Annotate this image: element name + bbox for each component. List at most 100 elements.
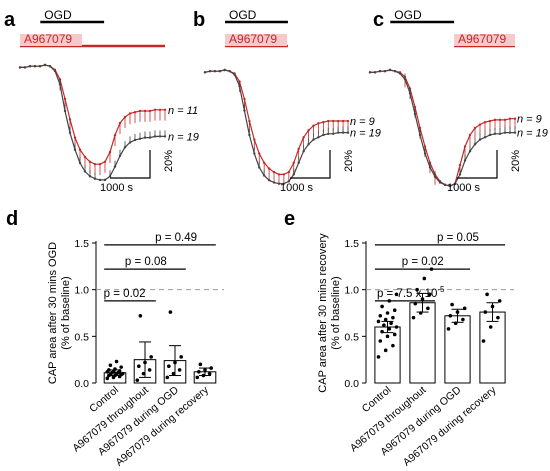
y-axis-label-unit: (% of baseline) bbox=[60, 276, 72, 349]
data-point bbox=[173, 360, 177, 365]
series-point bbox=[413, 112, 417, 116]
data-point bbox=[117, 369, 122, 373]
series-point bbox=[317, 122, 320, 125]
series-point bbox=[332, 119, 335, 123]
series-point bbox=[463, 145, 467, 148]
series-point bbox=[213, 69, 217, 73]
data-point bbox=[179, 355, 183, 359]
series-point bbox=[113, 165, 117, 168]
data-point bbox=[450, 302, 454, 307]
series-point bbox=[403, 78, 407, 81]
series-point bbox=[277, 173, 281, 176]
series-point bbox=[163, 135, 167, 138]
y-tick-label: 0.0 bbox=[344, 378, 359, 390]
drug-label-bg bbox=[20, 34, 82, 46]
bar-panel-d: 0.0 0.5 1.0 1.5 CAP area after 30 mins OGD (%… bbox=[47, 232, 224, 469]
data-point bbox=[427, 292, 432, 297]
condition-label: OGD bbox=[44, 8, 72, 22]
series-point bbox=[93, 177, 97, 180]
trace-panel-a: OGD A967079 n = 11 n = 19 1000 s 20% bbox=[18, 8, 199, 194]
data-point bbox=[392, 308, 397, 313]
series-point bbox=[28, 65, 32, 68]
series-point bbox=[378, 69, 382, 73]
series-point bbox=[262, 161, 266, 164]
data-point bbox=[394, 325, 399, 329]
data-point bbox=[209, 366, 213, 370]
series-point bbox=[123, 115, 127, 119]
condition-label: OGD bbox=[229, 8, 257, 22]
data-point bbox=[108, 363, 113, 368]
series-point bbox=[98, 178, 102, 182]
series-point bbox=[307, 143, 310, 146]
trace-panel-c: OGD A967079 n = 9 n = 19 1000 s 20% bbox=[368, 8, 548, 194]
series-point bbox=[418, 133, 422, 137]
series-point bbox=[18, 66, 22, 69]
data-point bbox=[198, 362, 203, 367]
y-tick-label: 0.5 bbox=[74, 331, 89, 343]
series-point bbox=[88, 175, 92, 178]
series-point bbox=[233, 73, 236, 76]
data-point bbox=[411, 315, 416, 320]
series-point bbox=[488, 119, 492, 123]
scale-y-label: 20% bbox=[343, 150, 355, 172]
data-point bbox=[426, 306, 430, 311]
panel-label-d: d bbox=[6, 208, 18, 230]
series-point bbox=[138, 109, 142, 113]
series-point bbox=[493, 132, 497, 135]
series-point bbox=[413, 105, 417, 109]
data-point bbox=[496, 315, 500, 320]
bar-panel-e: 0.0 0.5 1.0 1.5 CAP area after 30 mins recov… bbox=[317, 232, 514, 469]
series-point bbox=[267, 179, 271, 182]
series-point bbox=[68, 131, 72, 134]
series-point bbox=[322, 121, 325, 124]
condition-label: A967079 bbox=[229, 32, 277, 46]
series-point bbox=[418, 126, 422, 130]
p-value-label: p = 0.49 bbox=[155, 232, 197, 244]
series-point bbox=[438, 181, 442, 184]
data-point bbox=[197, 370, 201, 374]
series-point bbox=[302, 150, 305, 153]
data-point bbox=[119, 365, 123, 369]
series-point bbox=[398, 72, 402, 75]
series-point bbox=[223, 68, 226, 72]
series-point bbox=[163, 108, 167, 111]
series-point bbox=[458, 163, 462, 167]
data-point bbox=[167, 364, 171, 369]
series-point bbox=[408, 92, 412, 95]
data-point bbox=[135, 378, 140, 383]
series-point bbox=[346, 119, 350, 123]
series-point bbox=[158, 108, 162, 111]
series-point bbox=[218, 69, 221, 73]
series-point bbox=[282, 173, 286, 176]
series-n-label: n = 19 bbox=[517, 128, 548, 140]
p-value-label: p = 0.08 bbox=[125, 256, 167, 268]
series-point bbox=[498, 118, 502, 122]
series-point bbox=[322, 133, 325, 137]
series-point bbox=[393, 69, 397, 73]
series-point bbox=[483, 121, 487, 124]
series-point bbox=[468, 150, 472, 153]
series-point bbox=[73, 136, 77, 139]
series-point bbox=[463, 159, 467, 162]
series-point bbox=[53, 69, 57, 73]
series-point bbox=[128, 112, 132, 115]
series-point bbox=[133, 138, 137, 142]
series-line bbox=[204, 69, 348, 175]
series-point bbox=[272, 181, 276, 184]
series-point bbox=[508, 131, 512, 134]
series-point bbox=[297, 161, 300, 164]
data-point bbox=[177, 368, 182, 372]
series-point bbox=[253, 152, 256, 155]
series-point bbox=[282, 182, 286, 185]
data-point bbox=[380, 304, 384, 309]
p-value-label: p = 0.02 bbox=[402, 256, 444, 268]
data-point bbox=[378, 339, 383, 343]
data-point bbox=[378, 314, 383, 318]
condition-label: A967079 bbox=[24, 32, 72, 46]
series-point bbox=[277, 182, 281, 185]
data-point bbox=[141, 371, 146, 376]
data-point bbox=[137, 364, 141, 369]
series-point bbox=[292, 173, 295, 176]
data-point bbox=[481, 339, 486, 343]
